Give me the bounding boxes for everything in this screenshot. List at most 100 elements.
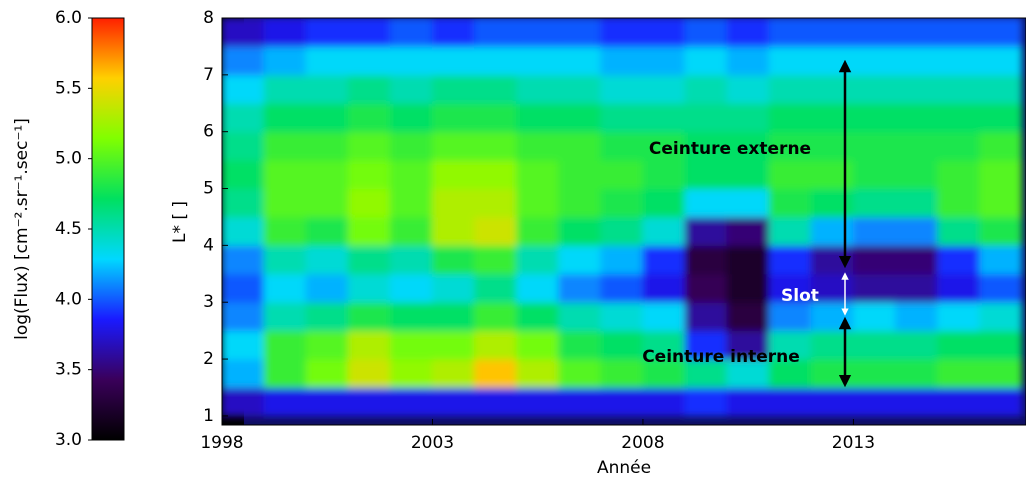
heatmap-cell — [852, 330, 897, 360]
heatmap-cell — [895, 102, 939, 133]
heatmap-cell — [852, 159, 897, 190]
colorbar — [91, 17, 125, 441]
heatmap-cell — [895, 131, 939, 161]
heatmap-cell — [222, 358, 265, 388]
heatmap-cell — [642, 244, 686, 275]
heatmap-cell — [810, 74, 854, 104]
heatmap-cell — [810, 330, 854, 360]
heatmap-cell — [431, 188, 476, 218]
heatmap-cell — [516, 18, 560, 47]
heatmap-cell — [222, 273, 265, 303]
heatmap-cell — [684, 159, 728, 190]
colorbar-label: log(Flux) [cm⁻².sr⁻¹.sec⁻¹] — [12, 118, 32, 340]
heatmap-cell — [431, 45, 476, 76]
heatmap-cell — [474, 159, 518, 190]
heatmap-cell — [600, 273, 644, 303]
x-tick-label: 2003 — [411, 433, 454, 453]
heatmap-cell — [937, 358, 981, 388]
heatmap-cell — [768, 188, 812, 218]
heatmap-cell — [937, 301, 981, 332]
heatmap-cell — [726, 45, 770, 76]
heatmap-cell — [347, 102, 391, 133]
heatmap-cell — [389, 159, 433, 190]
heatmap-cell — [895, 273, 939, 303]
heatmap-cell — [431, 301, 476, 332]
y-tick-label: 4 — [203, 235, 214, 255]
annotation: Ceinture externe — [649, 139, 811, 159]
heatmap-cell — [768, 330, 812, 360]
heatmap-cell — [600, 74, 644, 104]
heatmap-cell — [726, 159, 770, 190]
heatmap-cell — [347, 244, 391, 275]
heatmap-cell — [600, 330, 644, 360]
heatmap-cell — [768, 273, 812, 303]
heatmap-cell — [600, 358, 644, 388]
heatmap-cell — [979, 18, 1023, 47]
heatmap-cell — [347, 386, 391, 417]
colorbar-tick-label: 4.0 — [55, 289, 82, 309]
heatmap-cell — [600, 18, 644, 47]
heatmap-cell — [347, 273, 391, 303]
heatmap-cell — [852, 18, 897, 47]
heatmap-cell — [895, 330, 939, 360]
heatmap-cell — [937, 18, 981, 47]
heatmap-cell — [937, 273, 981, 303]
heatmap-cell — [810, 188, 854, 218]
x-tick-label: 1998 — [200, 433, 243, 453]
colorbar-tick-label: 3.0 — [55, 430, 82, 450]
heatmap-cell — [726, 330, 770, 360]
heatmap — [222, 18, 1023, 417]
heatmap-cell — [558, 102, 602, 133]
heatmap-cell — [768, 386, 812, 417]
heatmap-cell — [684, 301, 728, 332]
heatmap-cell — [852, 45, 897, 76]
heatmap-cell — [684, 358, 728, 388]
heatmap-cell — [305, 301, 349, 332]
heatmap-cell — [810, 244, 854, 275]
heatmap-cell — [979, 102, 1023, 133]
heatmap-cell — [895, 358, 939, 388]
heatmap-cell — [263, 102, 307, 133]
heatmap-cell — [263, 244, 307, 275]
heatmap-cell — [431, 74, 476, 104]
heatmap-cell — [222, 188, 265, 218]
heatmap-cell — [305, 45, 349, 76]
heatmap-cell — [726, 301, 770, 332]
heatmap-cell — [684, 216, 728, 246]
y-tick-label: 2 — [203, 349, 214, 369]
heatmap-cell — [600, 159, 644, 190]
plot-frame — [221, 17, 1026, 426]
heatmap-cell — [222, 74, 265, 104]
heatmap-cell — [389, 244, 433, 275]
heatmap-cell — [768, 74, 812, 104]
heatmap-cell — [474, 131, 518, 161]
heatmap-cell — [937, 216, 981, 246]
heatmap-cell — [305, 18, 349, 47]
heatmap-cell — [431, 330, 476, 360]
heatmap-cell — [305, 159, 349, 190]
heatmap-cell — [684, 244, 728, 275]
heatmap-cell — [895, 216, 939, 246]
heatmap-cell — [810, 131, 854, 161]
heatmap-cell — [263, 188, 307, 218]
y-tick-label: 5 — [203, 179, 214, 199]
heatmap-cell — [305, 273, 349, 303]
heatmap-cell — [431, 273, 476, 303]
heatmap-cell — [810, 358, 854, 388]
heatmap-cell — [642, 273, 686, 303]
heatmap-cell — [852, 188, 897, 218]
y-tick-label: 1 — [203, 406, 214, 426]
heatmap-cell — [305, 330, 349, 360]
heatmap-cell — [263, 74, 307, 104]
x-tick-label: 2008 — [621, 433, 664, 453]
heatmap-cell — [642, 386, 686, 417]
heatmap-cell — [474, 188, 518, 218]
heatmap-cell — [263, 45, 307, 76]
heatmap-cell — [263, 216, 307, 246]
heatmap-cell — [389, 131, 433, 161]
heatmap-cell — [600, 45, 644, 76]
colorbar-tick-label: 5.5 — [55, 78, 82, 98]
heatmap-cell — [474, 74, 518, 104]
heatmap-cell — [558, 74, 602, 104]
heatmap-cell — [263, 386, 307, 417]
